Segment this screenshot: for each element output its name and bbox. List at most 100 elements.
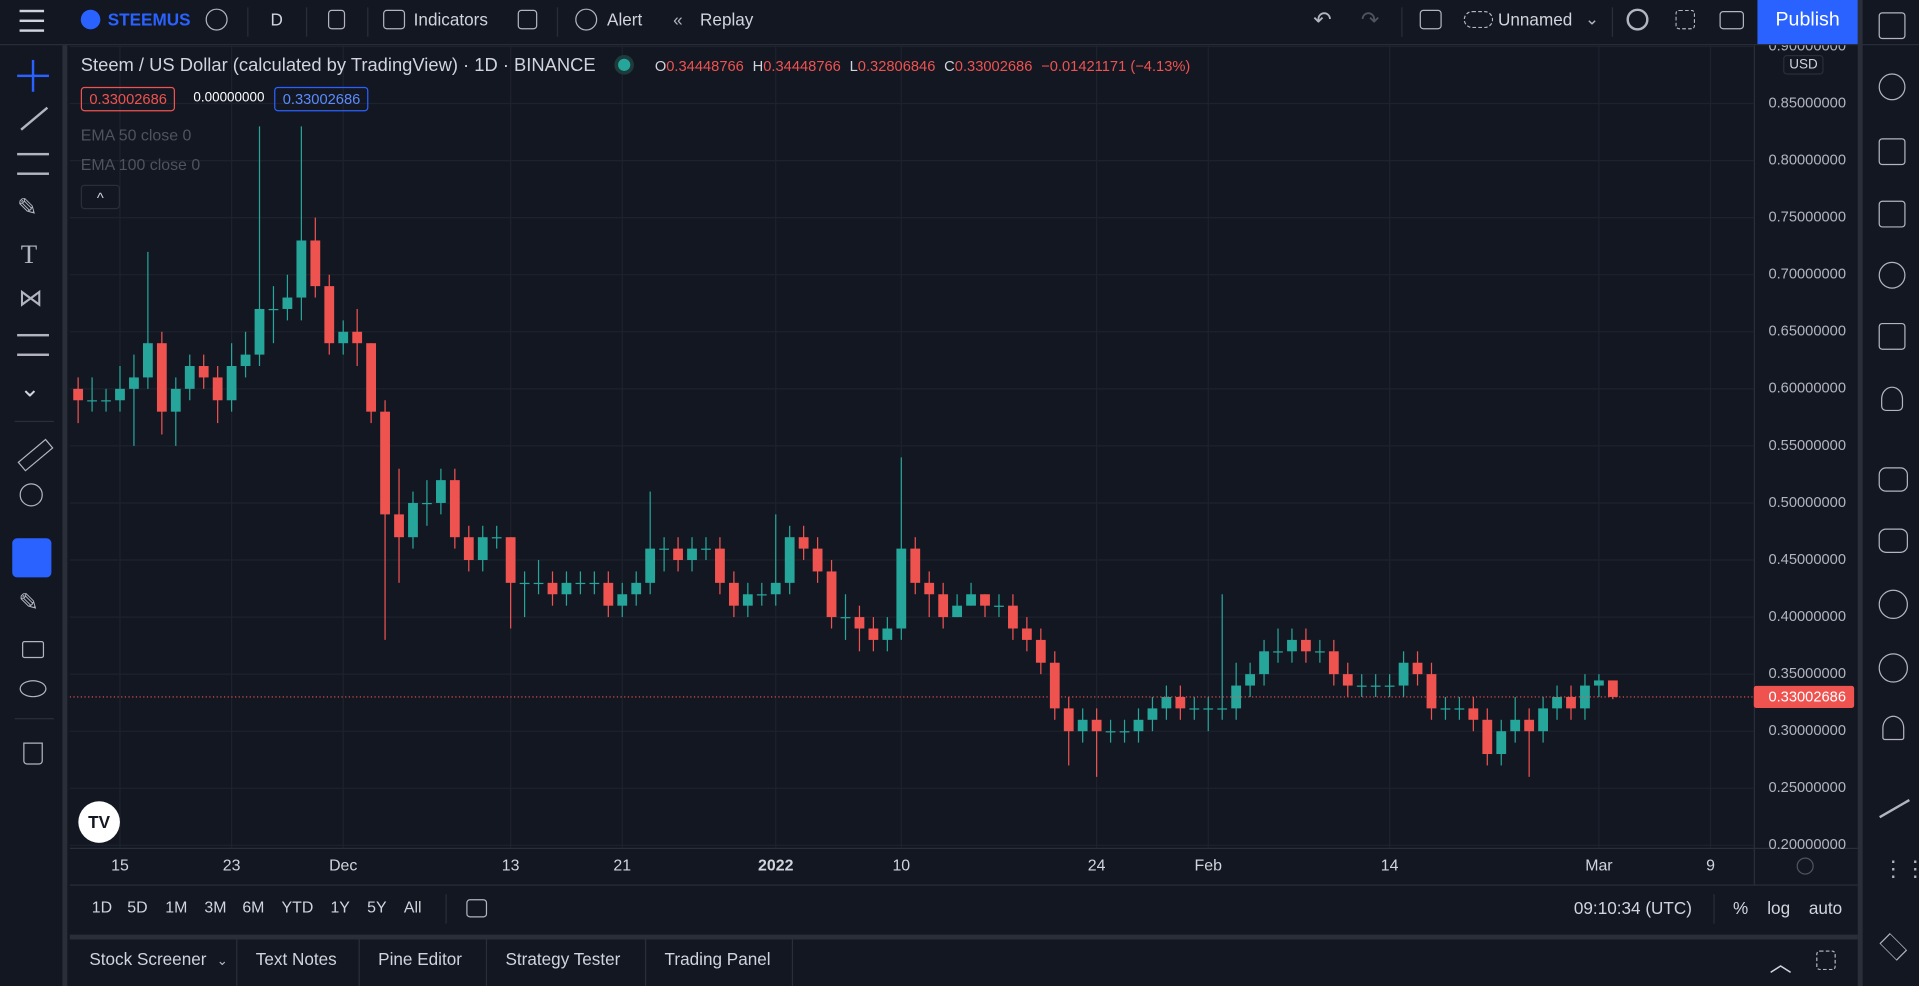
settings-button[interactable] (1626, 8, 1649, 31)
templates-button[interactable] (517, 9, 538, 30)
more-panels-button[interactable]: ⋮⋮ (1882, 856, 1919, 881)
watchlist-button[interactable] (1878, 12, 1906, 40)
layers-button[interactable] (1879, 933, 1908, 961)
indicators-icon (383, 9, 406, 30)
alerts-button[interactable] (1878, 73, 1906, 101)
ema100-legend[interactable]: EMA 100 close 0 (80, 155, 201, 174)
interval[interactable]: D (270, 9, 283, 30)
measure-tool[interactable] (17, 438, 54, 472)
replay-button[interactable]: Replay (700, 9, 754, 30)
menu-button[interactable] (19, 9, 45, 32)
layout-menu[interactable]: ⌄ (1584, 8, 1600, 29)
y-tick-label: 0.85000000 (1768, 95, 1846, 111)
maximize-panel[interactable] (1816, 950, 1836, 971)
candle-body (868, 628, 879, 640)
fullscreen-button[interactable] (1675, 9, 1696, 30)
chats-button[interactable] (1878, 467, 1908, 492)
lock-drawing-tool[interactable]: ✎ (18, 589, 39, 617)
compare-button[interactable] (205, 8, 228, 31)
range-button[interactable]: 3M (204, 897, 227, 917)
auto-toggle[interactable]: auto (1808, 897, 1843, 918)
zoom-tool[interactable] (19, 483, 43, 507)
news-button[interactable] (1878, 138, 1906, 166)
calendar-button[interactable] (1878, 322, 1906, 350)
percent-toggle[interactable]: % (1732, 897, 1749, 918)
crosshair-tool[interactable] (31, 59, 35, 92)
fib-tool[interactable] (17, 152, 49, 175)
redo-button[interactable]: ↷ (1360, 7, 1380, 32)
range-button[interactable]: 6M (242, 897, 265, 917)
collapse-legend[interactable]: ^ (80, 184, 120, 210)
candle-body (617, 594, 628, 606)
hotlists-button[interactable] (1878, 261, 1906, 289)
alert-button[interactable]: Alert (607, 9, 643, 30)
range-button[interactable]: 5D (127, 897, 148, 917)
range-button[interactable]: All (403, 897, 422, 917)
y-tick-label: 0.20000000 (1768, 837, 1846, 853)
chart-type-button[interactable] (327, 9, 346, 30)
trend-line-tool[interactable] (20, 106, 49, 131)
pattern-tool[interactable]: ⋈ (18, 285, 43, 312)
change: −0.01421171 (−4.13%) (1041, 57, 1191, 75)
collapse-panel[interactable]: ︿ (1769, 951, 1792, 977)
trading-button[interactable] (1879, 798, 1910, 819)
indicators-button[interactable]: Indicators (413, 9, 488, 30)
layout-name[interactable]: Unnamed (1497, 9, 1573, 30)
candle-body (561, 582, 572, 595)
ask-price[interactable]: 0.33002686 (274, 86, 369, 112)
candle-body (756, 594, 767, 596)
spread: 0.00000000 (193, 90, 265, 106)
candle-body (1189, 708, 1200, 710)
range-button[interactable]: 1D (91, 897, 113, 917)
tab[interactable]: Trading Panel (664, 949, 771, 969)
undo-button[interactable]: ↶ (1313, 7, 1332, 32)
remove-tool[interactable] (23, 742, 43, 765)
candle-body (240, 354, 251, 367)
candle-body (1105, 731, 1116, 733)
prediction-tool[interactable] (17, 333, 49, 356)
bid-price[interactable]: 0.33002686 (80, 86, 176, 112)
log-toggle[interactable]: log (1767, 897, 1791, 918)
publish-button[interactable]: Publish (1757, 0, 1858, 45)
candle-body (1245, 674, 1256, 686)
x-tick-label: 10 (892, 857, 910, 874)
streams-button[interactable] (1878, 589, 1908, 620)
candle-body (1538, 708, 1548, 732)
x-tick-label: 9 (1706, 857, 1715, 874)
tab-menu[interactable]: ⌄ (216, 954, 228, 969)
tab[interactable]: Pine Editor (378, 949, 462, 969)
currency-button[interactable]: USD (1783, 55, 1824, 75)
candle-body (1203, 708, 1214, 710)
range-button[interactable]: 5Y (367, 897, 387, 917)
ema50-legend[interactable]: EMA 50 close 0 (80, 126, 192, 145)
screenshot-button[interactable] (1719, 11, 1744, 30)
tab[interactable]: Text Notes (255, 949, 337, 969)
candle-body (1440, 708, 1451, 710)
brush-tool[interactable]: ✎ (17, 194, 38, 222)
candle-body (212, 377, 223, 401)
layout-button[interactable] (1419, 9, 1442, 30)
candles (73, 126, 1618, 777)
goto-date-button[interactable] (466, 899, 488, 918)
more-tools[interactable]: ⌄ (19, 375, 41, 403)
tab[interactable]: Strategy Tester (505, 949, 621, 969)
range-button[interactable]: 1M (165, 897, 188, 917)
x-tick-label: Dec (329, 857, 357, 874)
hide-tool[interactable] (19, 680, 47, 698)
range-button[interactable]: 1Y (330, 897, 350, 917)
ideas-button[interactable] (1881, 386, 1904, 412)
notifications-button[interactable] (1882, 715, 1905, 741)
tv-logo[interactable]: TV (78, 801, 120, 843)
magnet-tool[interactable] (12, 538, 52, 578)
range-button[interactable]: YTD (281, 897, 314, 917)
tab[interactable]: Stock Screener (89, 949, 207, 969)
candle-body (1301, 639, 1311, 652)
broadcast-button[interactable] (1878, 653, 1908, 683)
symbol[interactable]: STEEMUS (107, 9, 191, 30)
minds-button[interactable] (1878, 528, 1908, 553)
axis-settings[interactable] (1796, 857, 1814, 875)
candle-body (603, 582, 614, 606)
text-tool[interactable]: T (20, 238, 38, 270)
lock-tool[interactable] (22, 641, 45, 659)
data-window-button[interactable] (1878, 200, 1906, 228)
